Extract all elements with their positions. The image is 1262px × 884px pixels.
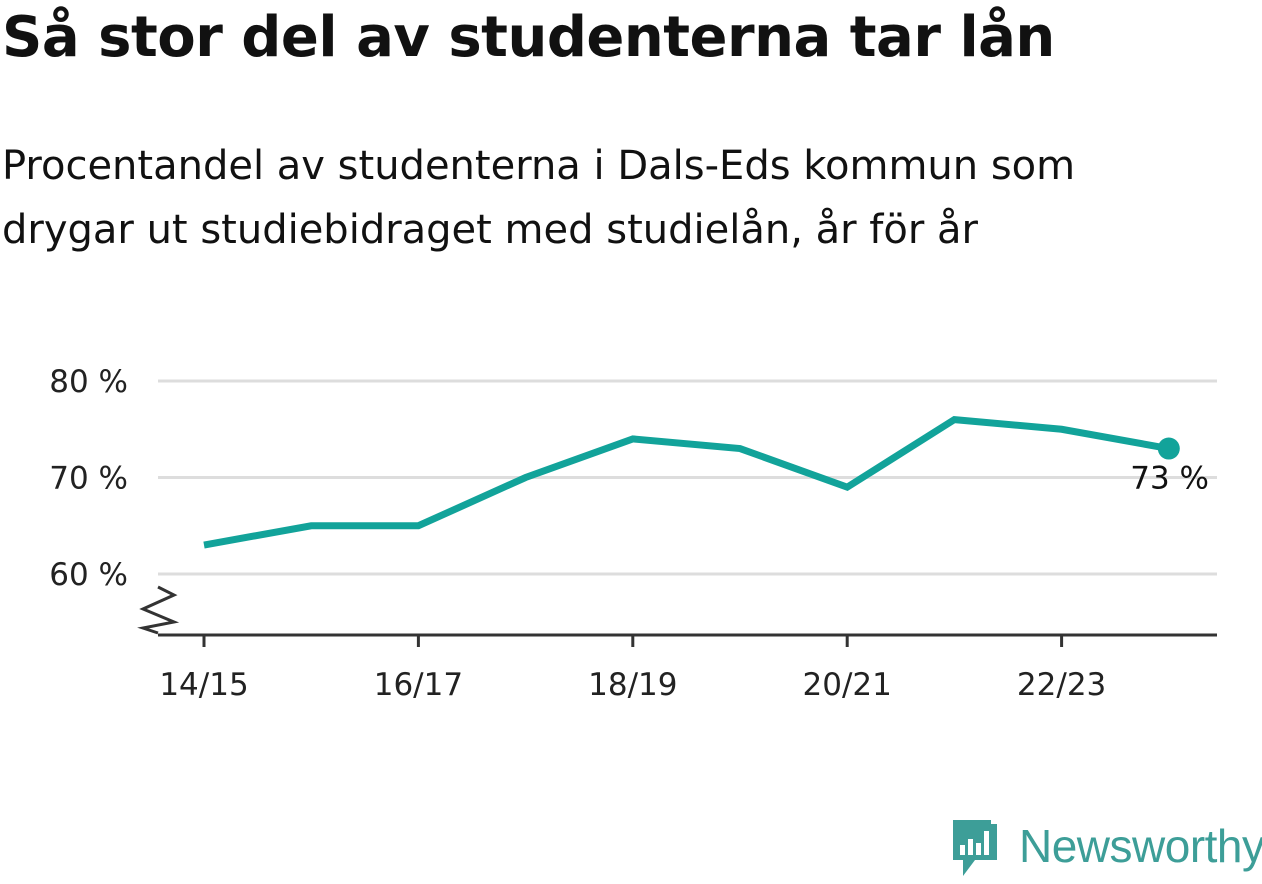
data-point-17/18 xyxy=(522,474,529,481)
y-axis-tick-labels: 60 % 70 % 80 % xyxy=(49,364,128,593)
chart-subtitle: Procentandel av studenterna i Dals-Eds k… xyxy=(2,134,1222,262)
grid-lines xyxy=(158,379,1217,576)
chart-title: Så stor del av studenterna tar lån xyxy=(2,5,1055,70)
y-tick-label-70: 70 % xyxy=(49,461,128,497)
last-value-label: 73 % xyxy=(1130,461,1209,497)
newsworthy-logo: Newsworthy xyxy=(951,818,1262,880)
data-point-18/19 xyxy=(629,435,636,442)
y-tick-label-60: 60 % xyxy=(49,557,128,593)
data-point-23/24 xyxy=(1157,437,1180,460)
x-tick-label-16/17: 16/17 xyxy=(374,667,463,703)
data-point-16/17 xyxy=(415,522,422,529)
x-tick-label-14/15: 14/15 xyxy=(159,667,248,703)
data-point-14/15 xyxy=(201,542,208,549)
brand-name: Newsworthy xyxy=(1019,820,1262,872)
bar-chart-speech-bubble-icon xyxy=(953,818,997,876)
data-point-21/22 xyxy=(951,416,958,423)
data-point-20/21 xyxy=(844,484,851,491)
series: 73 % xyxy=(201,416,1209,549)
data-point-22/23 xyxy=(1058,426,1065,433)
series-line xyxy=(203,416,1170,549)
x-axis xyxy=(137,585,1217,647)
data-point-19/20 xyxy=(737,445,744,452)
subtitle-line-2: drygar ut studiebidraget med studielån, … xyxy=(2,207,978,253)
x-tick-label-18/19: 18/19 xyxy=(588,667,677,703)
axis-break-icon xyxy=(137,585,180,635)
x-axis-tick-labels: 14/15 16/17 18/19 20/21 22/23 xyxy=(159,667,1106,703)
x-tick-label-22/23: 22/23 xyxy=(1017,667,1106,703)
y-tick-label-80: 80 % xyxy=(49,364,128,400)
x-tick-label-20/21: 20/21 xyxy=(803,667,892,703)
subtitle-line-1: Procentandel av studenterna i Dals-Eds k… xyxy=(2,143,1076,189)
data-point-15/16 xyxy=(308,522,315,529)
